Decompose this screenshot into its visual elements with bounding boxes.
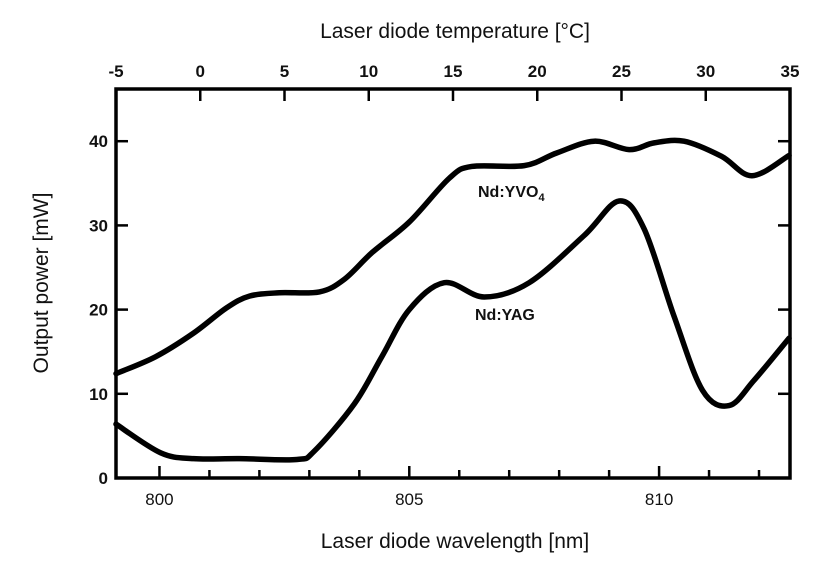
series-label-ndyvo4: Nd:YVO4 (478, 184, 545, 204)
series-layer (113, 137, 792, 463)
x2-axis-title: Laser diode temperature [°C] (320, 20, 590, 43)
series-label-ndyvo4-text: Nd:YVO (478, 184, 538, 201)
series-label-ndyvo4-subscript: 4 (538, 192, 545, 204)
y-tick-label: 0 (99, 469, 108, 488)
x2-tick-label: 5 (280, 62, 289, 81)
y-tick-label: 20 (89, 301, 108, 320)
ticks-layer: 800 805 810 -5 0 5 10 15 20 25 30 35 0 10 20 30 40 (89, 62, 799, 509)
y-axis-title: Output power [mW] (30, 193, 53, 374)
y-tick-label: 40 (89, 132, 108, 151)
x-tick-label: 810 (645, 490, 673, 509)
y-tick-label: 30 (89, 216, 108, 235)
series-line-ndyag (113, 198, 792, 463)
x2-tick-label: 10 (359, 62, 378, 81)
x-tick-label: 800 (145, 490, 173, 509)
x2-tick-label: 25 (612, 62, 631, 81)
x-axis-title: Laser diode wavelength [nm] (321, 530, 590, 553)
y-tick-label: 10 (89, 385, 108, 404)
x-tick-label: 805 (395, 490, 423, 509)
x2-tick-label: -5 (108, 62, 123, 81)
series-line-ndyvo4 (113, 137, 792, 377)
x2-tick-label: 0 (196, 62, 205, 81)
x2-tick-label: 35 (781, 62, 800, 81)
x2-tick-label: 15 (444, 62, 463, 81)
x2-tick-label: 30 (696, 62, 715, 81)
x2-tick-label: 20 (528, 62, 547, 81)
series-label-ndyag: Nd:YAG (475, 307, 535, 324)
